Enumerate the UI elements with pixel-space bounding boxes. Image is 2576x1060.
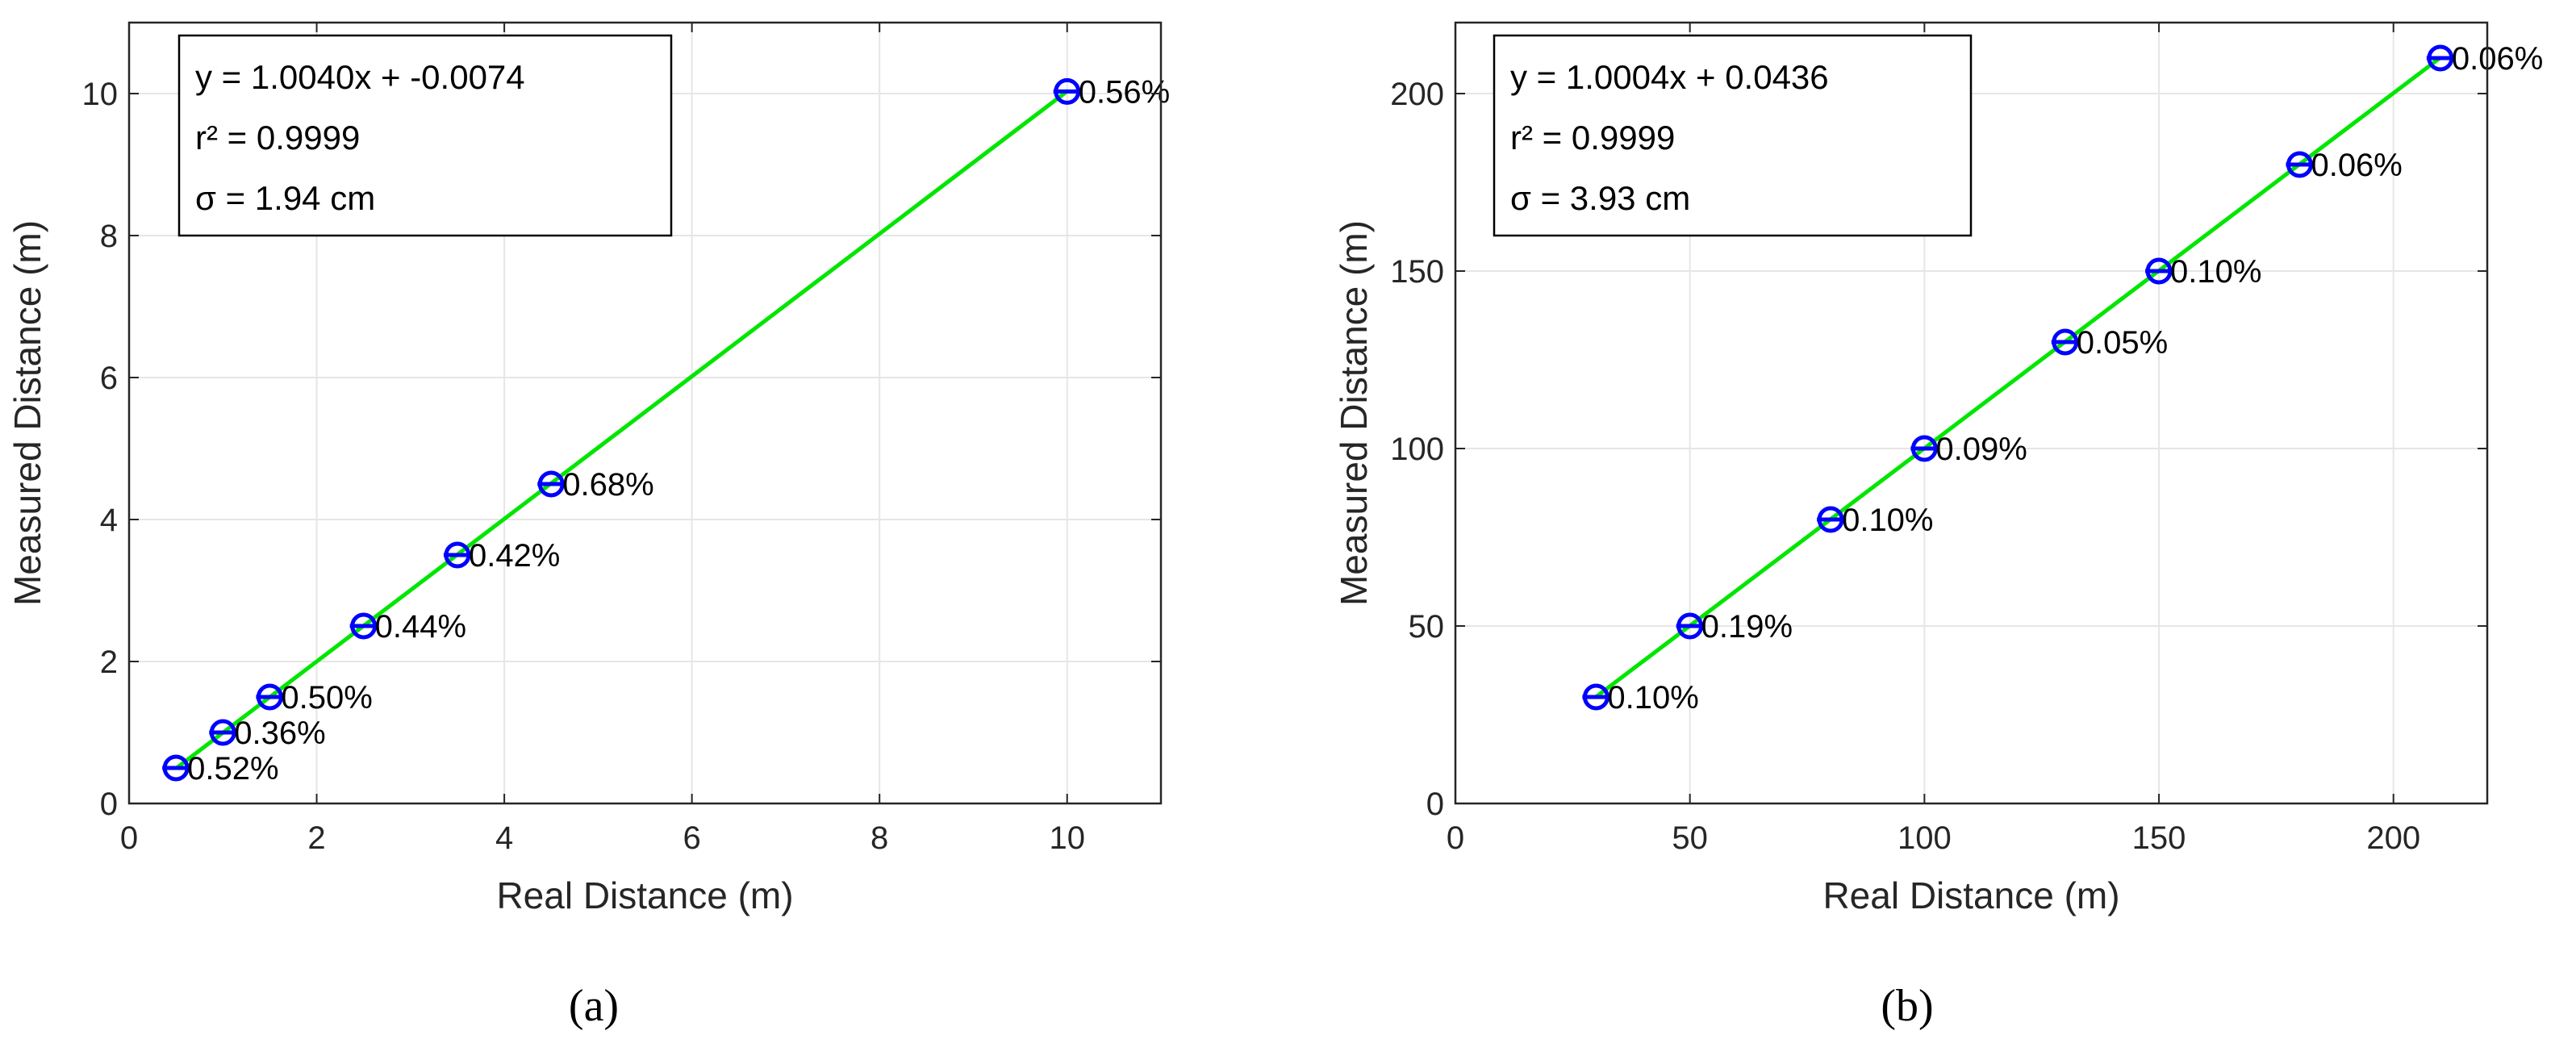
fit-statistics-box: y = 1.0004x + 0.0436 r² = 0.9999 σ = 3.9… xyxy=(1493,34,1973,237)
data-point xyxy=(2051,328,2079,356)
data-label: 0.44% xyxy=(375,609,466,645)
y-tick-label: 2 xyxy=(100,645,118,680)
data-label: 0.50% xyxy=(281,680,372,716)
y-tick-label: 100 xyxy=(1390,432,1444,467)
x-tick-label: 8 xyxy=(870,820,888,856)
y-tick-label: 10 xyxy=(82,77,119,112)
data-label: 0.56% xyxy=(1079,74,1170,110)
x-tick-label: 4 xyxy=(495,820,513,856)
data-label: 0.42% xyxy=(469,538,560,574)
y-tick-label: 4 xyxy=(100,503,118,538)
data-point xyxy=(349,612,378,640)
data-label: 0.10% xyxy=(2170,254,2261,290)
y-tick-label: 50 xyxy=(1409,609,1445,645)
data-label: 0.10% xyxy=(1842,503,1933,538)
data-point xyxy=(2145,257,2173,285)
r-squared: r² = 0.9999 xyxy=(195,119,360,156)
data-label: 0.36% xyxy=(234,716,325,751)
data-markers xyxy=(162,77,1081,782)
x-axis-label: Real Distance (m) xyxy=(1822,874,2119,916)
data-label: 0.06% xyxy=(2311,148,2402,183)
y-axis-label: Measured Distance (m) xyxy=(1333,220,1375,606)
axis-ticks: 0 50 100 150 200 0 50 100 150 200 xyxy=(1390,23,2487,856)
data-label: 0.06% xyxy=(2452,41,2543,77)
data-point xyxy=(1053,77,1081,105)
y-tick-label: 150 xyxy=(1390,254,1444,290)
x-tick-label: 2 xyxy=(307,820,325,856)
data-markers xyxy=(1582,44,2454,711)
y-tick-label: 0 xyxy=(1426,787,1444,822)
y-axis-label: Measured Distance (m) xyxy=(6,220,48,606)
plot-frame xyxy=(127,21,1163,805)
sigma: σ = 1.94 cm xyxy=(195,179,375,217)
x-tick-label: 50 xyxy=(1672,820,1708,856)
fit-statistics-box: y = 1.0040x + -0.0074 r² = 0.9999 σ = 1.… xyxy=(177,34,673,237)
sigma: σ = 3.93 cm xyxy=(1510,179,1690,217)
data-point xyxy=(2426,44,2454,72)
x-axis-label: Real Distance (m) xyxy=(496,874,793,916)
data-labels: 0.10%0.19%0.10%0.09%0.05%0.10%0.06%0.06% xyxy=(1607,41,2543,716)
fit-equation: y = 1.0040x + -0.0074 xyxy=(195,58,525,96)
x-tick-label: 100 xyxy=(1898,820,1952,856)
fit-equation: y = 1.0004x + 0.0436 xyxy=(1510,58,1829,96)
panel-caption: (a) xyxy=(569,981,619,1031)
y-tick-label: 8 xyxy=(100,219,118,254)
data-point xyxy=(256,683,284,711)
x-tick-label: 10 xyxy=(1049,820,1085,856)
data-label: 0.52% xyxy=(187,751,278,787)
x-tick-label: 6 xyxy=(683,820,701,856)
data-label: 0.19% xyxy=(1701,609,1793,645)
fit-statistics-frame xyxy=(1493,34,1973,237)
data-label: 0.68% xyxy=(562,467,653,503)
data-point xyxy=(1817,506,1845,533)
r-squared: r² = 0.9999 xyxy=(1510,119,1675,156)
x-tick-label: 0 xyxy=(1447,820,1464,856)
data-labels: 0.52%0.36%0.50%0.44%0.42%0.68% 0.56% xyxy=(187,74,1170,787)
data-point xyxy=(537,470,566,498)
data-point xyxy=(209,719,237,746)
x-tick-label: 0 xyxy=(120,820,138,856)
x-tick-label: 150 xyxy=(2132,820,2186,856)
data-label: 0.09% xyxy=(1935,432,2027,467)
data-point xyxy=(1910,435,1939,462)
data-label: 0.10% xyxy=(1607,680,1698,716)
data-label: 0.05% xyxy=(2077,325,2168,361)
fit-line xyxy=(174,90,1069,770)
data-point xyxy=(2286,151,2314,178)
plot-frame xyxy=(1454,21,2489,805)
panel-caption: (b) xyxy=(1881,981,1933,1031)
chart-panel-b: 0.10%0.19%0.10%0.09%0.05%0.10%0.06%0.06%… xyxy=(1333,21,2543,1031)
y-tick-label: 200 xyxy=(1390,77,1444,112)
data-point xyxy=(1676,612,1704,640)
data-point xyxy=(162,754,190,782)
data-point xyxy=(1582,683,1610,711)
fit-statistics-frame xyxy=(177,34,673,237)
x-tick-label: 200 xyxy=(2366,820,2420,856)
axis-ticks: 0 2 4 6 8 10 0 2 4 6 8 10 xyxy=(82,23,1161,856)
y-tick-label: 6 xyxy=(100,361,118,396)
chart-panel-a: 0.52%0.36%0.50%0.44%0.42%0.68% 0.56% 0 2 4 6… xyxy=(6,21,1170,1031)
y-tick-label: 0 xyxy=(100,787,118,822)
data-point xyxy=(443,541,471,569)
